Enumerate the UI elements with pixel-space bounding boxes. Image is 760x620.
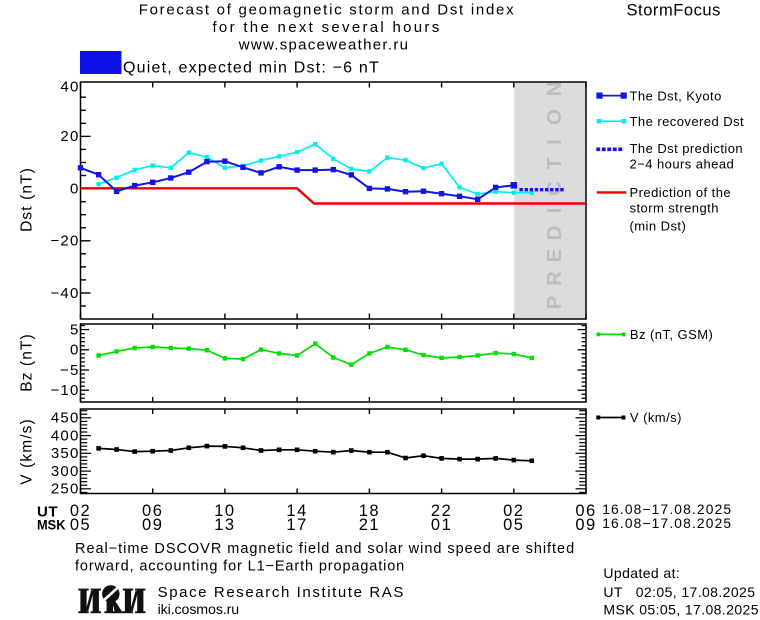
svg-text:D: D [543, 226, 566, 241]
svg-text:02: 02 [70, 502, 91, 520]
svg-text:UT 02:05, 17.08.2025: UT 02:05, 17.08.2025 [603, 584, 755, 600]
svg-text:UT: UT [37, 503, 58, 520]
svg-text:(min Dst): (min Dst) [630, 219, 687, 234]
svg-text:16.08−17.08.2025: 16.08−17.08.2025 [602, 516, 732, 531]
svg-text:−20: −20 [50, 233, 79, 250]
svg-text:0: 0 [70, 342, 80, 359]
svg-text:I: I [543, 139, 566, 145]
svg-text:V (km/s): V (km/s) [19, 418, 36, 485]
svg-text:09: 09 [142, 516, 163, 534]
svg-text:N: N [543, 82, 566, 97]
svg-text:MSK: MSK [37, 517, 66, 533]
svg-text:P: P [543, 296, 566, 310]
svg-text:20: 20 [60, 128, 79, 145]
svg-text:Prediction of the: Prediction of the [630, 185, 732, 200]
svg-text:R: R [543, 271, 566, 286]
svg-text:13: 13 [214, 516, 235, 534]
svg-text:Forecast of geomagnetic storm: Forecast of geomagnetic storm and Dst in… [139, 2, 516, 19]
svg-text:22: 22 [431, 502, 452, 520]
svg-text:Quiet, expected min Dst: −6 nT: Quiet, expected min Dst: −6 nT [123, 60, 380, 77]
svg-text:StormFocus: StormFocus [627, 2, 721, 20]
svg-text:O: O [543, 109, 566, 125]
svg-text:Bz (nT): Bz (nT) [19, 333, 36, 392]
svg-text:250: 250 [51, 481, 80, 498]
svg-text:06: 06 [575, 502, 596, 520]
svg-text:05: 05 [70, 516, 91, 534]
svg-text:5: 5 [70, 321, 80, 338]
svg-text:−5: −5 [60, 362, 80, 379]
svg-text:14: 14 [286, 502, 307, 520]
svg-text:iki.cosmos.ru: iki.cosmos.ru [158, 602, 239, 618]
svg-text:400: 400 [51, 427, 80, 444]
svg-text:10: 10 [214, 502, 235, 520]
svg-text:40: 40 [60, 79, 79, 96]
svg-text:300: 300 [51, 463, 80, 480]
svg-text:forward, accounting for L1−Ear: forward, accounting for L1−Earth propaga… [75, 559, 405, 575]
svg-text:T: T [543, 157, 566, 170]
svg-text:for the next several hours: for the next several hours [212, 19, 441, 36]
svg-text:350: 350 [51, 445, 80, 462]
svg-text:2−4 hours ahead: 2−4 hours ahead [630, 157, 735, 172]
svg-text:17: 17 [286, 516, 307, 534]
svg-text:01: 01 [431, 516, 452, 534]
svg-text:The recovered Dst: The recovered Dst [630, 114, 745, 129]
svg-text:−40: −40 [50, 285, 79, 302]
svg-text:C: C [543, 181, 566, 196]
svg-text:450: 450 [51, 410, 80, 427]
svg-text:The Dst prediction: The Dst prediction [630, 141, 744, 156]
svg-text:MSK 05:05, 17.08.2025: MSK 05:05, 17.08.2025 [603, 602, 759, 618]
svg-text:V (km/s): V (km/s) [630, 410, 682, 425]
svg-text:Real−time DSCOVR magnetic fiel: Real−time DSCOVR magnetic field and sola… [75, 541, 575, 557]
svg-text:05: 05 [503, 516, 524, 534]
svg-text:−10: −10 [50, 382, 79, 399]
svg-text:The Dst, Kyoto: The Dst, Kyoto [630, 88, 722, 103]
svg-text:I: I [543, 208, 566, 214]
svg-text:Bz (nT, GSM): Bz (nT, GSM) [630, 327, 713, 342]
svg-text:09: 09 [575, 516, 596, 534]
svg-text:02: 02 [503, 502, 524, 520]
svg-text:21: 21 [359, 516, 380, 534]
svg-text:0: 0 [70, 180, 80, 197]
svg-text:storm strength: storm strength [630, 201, 719, 216]
svg-text:Space Research Institute RAS: Space Research Institute RAS [158, 584, 405, 601]
svg-text:16.08−17.08.2025: 16.08−17.08.2025 [602, 502, 732, 517]
svg-text:Updated at:: Updated at: [603, 565, 680, 581]
svg-text:E: E [543, 249, 566, 263]
svg-text:www.spaceweather.ru: www.spaceweather.ru [238, 37, 410, 54]
svg-text:Dst (nT): Dst (nT) [19, 167, 36, 232]
svg-text:06: 06 [142, 502, 163, 520]
svg-text:18: 18 [359, 502, 380, 520]
